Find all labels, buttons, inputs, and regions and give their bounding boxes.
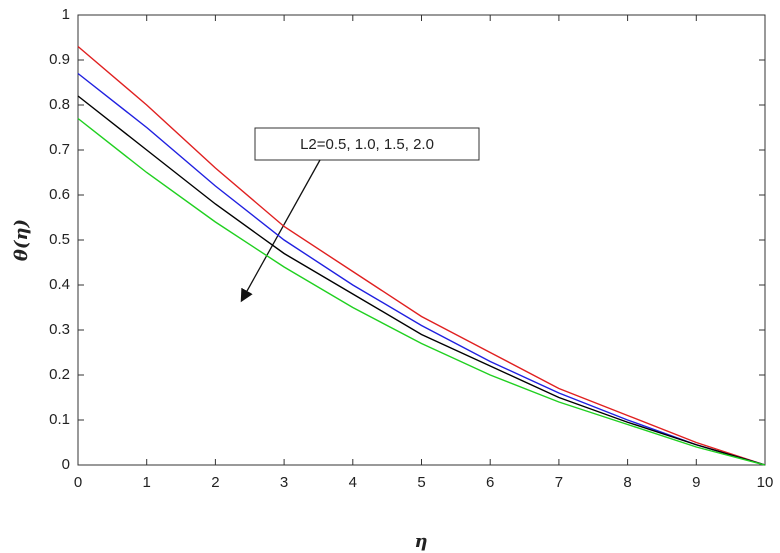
x-tick-label: 2 (211, 474, 219, 491)
y-tick-label: 0.6 (49, 186, 70, 203)
y-axis-label: θ(η) (11, 219, 32, 261)
series-line (77, 45, 766, 466)
y-tick-label: 0.5 (49, 231, 70, 248)
y-tick-label: 0.3 (49, 321, 70, 338)
y-tick-label: 0 (62, 456, 70, 473)
series-line (77, 117, 766, 466)
series-line (77, 95, 766, 466)
annotation: L2=0.5, 1.0, 1.5, 2.0 (300, 136, 434, 153)
x-tick-label: 7 (555, 474, 563, 491)
y-tick-label: 0.7 (49, 141, 70, 158)
series-line (77, 72, 766, 466)
x-tick-label: 6 (486, 474, 494, 491)
annotation-box (254, 127, 480, 161)
y-tick-label: 0.4 (49, 276, 70, 293)
x-tick-label: 8 (623, 474, 631, 491)
y-tick-label: 1 (62, 6, 70, 23)
plot-frame (77, 14, 766, 466)
y-tick-label: 0.8 (49, 96, 70, 113)
x-tick-label: 0 (74, 474, 82, 491)
x-tick-label: 1 (143, 474, 151, 491)
y-tick-label: 0.9 (49, 51, 70, 68)
x-tick-label: 4 (349, 474, 357, 491)
x-axis-label: η (414, 531, 427, 552)
x-tick-label: 10 (757, 474, 774, 491)
x-tick-label: 9 (692, 474, 700, 491)
x-tick-label: 3 (280, 474, 288, 491)
y-tick-label: 0.1 (49, 411, 70, 428)
annotation-arrow (240, 159, 321, 303)
x-tick-label: 5 (417, 474, 425, 491)
y-tick-label: 0.2 (49, 366, 70, 383)
